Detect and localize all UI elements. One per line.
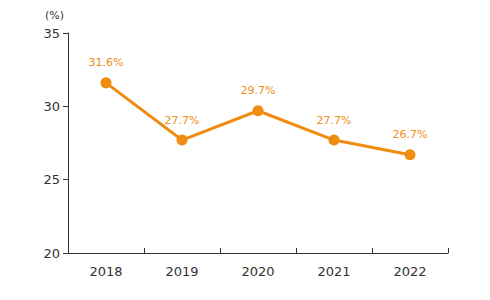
svg-text:27.7%: 27.7% [317, 114, 352, 127]
svg-text:2018: 2018 [89, 264, 122, 279]
svg-text:(%): (%) [45, 9, 64, 22]
svg-text:26.7%: 26.7% [393, 128, 428, 141]
svg-text:2021: 2021 [317, 264, 350, 279]
svg-text:2020: 2020 [241, 264, 274, 279]
svg-text:20: 20 [43, 246, 60, 261]
svg-text:35: 35 [43, 26, 60, 41]
svg-text:31.6%: 31.6% [89, 56, 124, 69]
svg-text:2019: 2019 [165, 264, 198, 279]
svg-text:25: 25 [43, 172, 60, 187]
svg-text:30: 30 [43, 99, 60, 114]
svg-text:27.7%: 27.7% [165, 114, 200, 127]
svg-text:29.7%: 29.7% [241, 84, 276, 97]
svg-text:2022: 2022 [393, 264, 426, 279]
